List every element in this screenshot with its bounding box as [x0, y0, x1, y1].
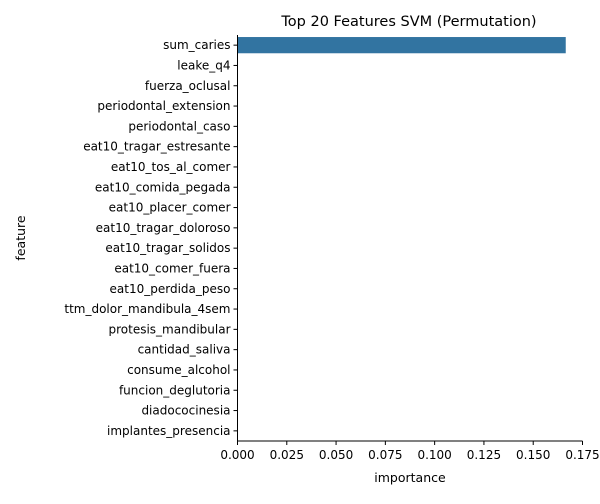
y-tick-label: eat10_comer_fuera — [114, 261, 230, 275]
x-tick-label: 0.025 — [270, 448, 304, 462]
x-axis-label: importance — [374, 470, 446, 485]
y-tick-label: cantidad_saliva — [138, 343, 231, 357]
y-tick-label: periodontal_extension — [97, 99, 230, 113]
x-tick-label: 0.000 — [220, 448, 254, 462]
y-axis-label: feature — [13, 215, 28, 260]
bars-group — [237, 37, 566, 54]
y-tick-label: consume_alcohol — [127, 363, 230, 377]
y-tick-label: protesis_mandibular — [109, 322, 231, 336]
bar-sum-caries — [237, 37, 566, 54]
y-tick-label: eat10_tragar_estresante — [83, 140, 230, 154]
y-tick-label: sum_caries — [163, 38, 230, 52]
y-tick-label: diadococinesia — [141, 404, 230, 418]
y-tick-label: implantes_presencia — [107, 424, 230, 438]
x-tick-labels: 0.000 0.025 0.050 0.075 0.100 0.125 0.150 0.175 — [220, 441, 600, 462]
x-tick-label: 0.075 — [368, 448, 402, 462]
y-tick-label: ttm_dolor_mandibula_4sem — [64, 302, 230, 316]
y-tick-label: funcion_deglutoria — [119, 383, 231, 397]
x-tick-label: 0.100 — [417, 448, 451, 462]
x-tick-label: 0.125 — [467, 448, 501, 462]
y-tick-label: eat10_tos_al_comer — [111, 160, 231, 174]
y-tick-label: eat10_perdida_peso — [110, 282, 231, 296]
y-tick-label: eat10_tragar_solidos — [105, 241, 230, 255]
y-tick-label: fuerza_oclusal — [145, 79, 231, 93]
x-tick-label: 0.050 — [319, 448, 353, 462]
y-tick-labels: sum_caries leake_q4 fuerza_oclusal periodon… — [64, 38, 238, 438]
chart-title: Top 20 Features SVM (Permutation) — [280, 14, 536, 30]
y-tick-label: eat10_placer_comer — [109, 201, 231, 215]
y-tick-label: leake_q4 — [177, 58, 230, 72]
y-tick-label: eat10_tragar_doloroso — [96, 221, 231, 235]
y-tick-label: periodontal_caso — [128, 119, 230, 133]
y-tick-label: eat10_comida_pegada — [95, 180, 231, 194]
x-tick-label: 0.175 — [565, 448, 599, 462]
x-tick-label: 0.150 — [516, 448, 550, 462]
